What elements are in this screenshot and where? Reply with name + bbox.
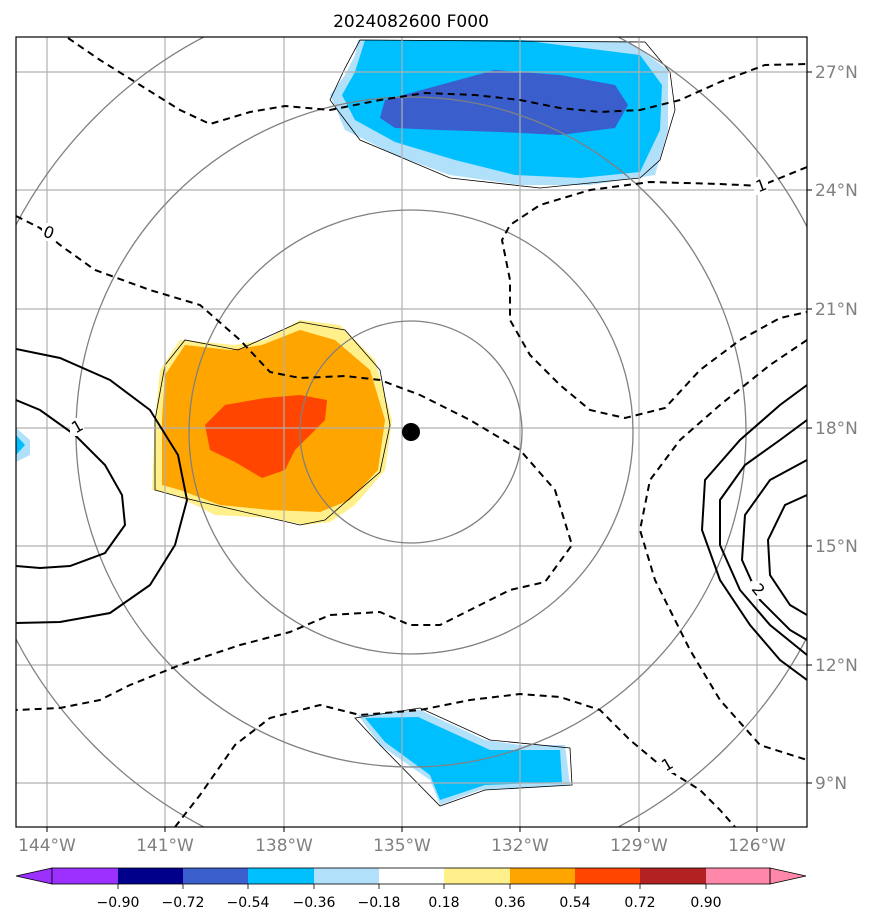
colorbar-bin-0 (52, 868, 118, 884)
colorbar-bin-5 (379, 868, 444, 884)
lat-tick-18n: 18°N (815, 419, 858, 439)
colorbar-bin-7 (510, 868, 575, 884)
lat-tick-27n: 27°N (815, 63, 858, 83)
map-frame (15, 36, 808, 828)
colorbar-bin-9 (640, 868, 706, 884)
colorbar-tick-7: 0.54 (559, 895, 590, 911)
positive-shade-core (205, 395, 327, 478)
lon-tick-labels: 144°W 141°W 138°W 135°W 132°W 129°W 126°… (18, 827, 786, 856)
colorbar-tick-6: 0.36 (494, 895, 525, 911)
solid-contour-east-4 (766, 494, 807, 616)
dashed-contours (16, 37, 807, 827)
lon-tick-129w: 129°W (610, 836, 668, 856)
negative-shade-west-core (16, 435, 25, 455)
range-ring-2 (188, 209, 634, 655)
solid-contour-east-3 (740, 459, 807, 641)
solid-contours (16, 348, 807, 681)
colorbar-bin-8 (575, 868, 640, 884)
colorbar-tick-0: −0.90 (97, 895, 140, 911)
lon-tick-135w: 135°W (373, 836, 431, 856)
solid-contour-west-outer (16, 348, 189, 624)
colorbar-bin-1 (118, 868, 183, 884)
dashed-contour-zero (16, 215, 574, 711)
colorbar-tick-8: 0.72 (624, 895, 655, 911)
colorbar-tick-2: −0.54 (227, 895, 270, 911)
storm-center-marker (402, 423, 420, 441)
colorbar: −0.90 −0.72 −0.54 −0.36 −0.18 0.18 0.36 … (15, 867, 807, 911)
colorbar-extend-high (769, 867, 807, 885)
negative-shade-south-core (365, 717, 562, 800)
dashed-contour-southeast (638, 339, 807, 761)
dashed-contour-south (174, 692, 736, 827)
colorbar-bin-6 (444, 868, 510, 884)
lat-tick-21n: 21°N (815, 300, 858, 320)
lat-tick-labels: 27°N 24°N 21°N 18°N 15°N 12°N 9°N (807, 63, 858, 794)
lat-tick-9n: 9°N (815, 774, 847, 794)
colorbar-extend-low (15, 867, 53, 885)
colorbar-bin-2 (183, 868, 248, 884)
dashed-contour-east (500, 166, 807, 420)
colorbar-tick-3: −0.36 (293, 895, 336, 911)
map-title: 2024082600 F000 (333, 12, 489, 32)
lat-tick-15n: 15°N (815, 537, 858, 557)
shaded-anomaly-layer (16, 40, 668, 805)
colorbar-tick-5: 0.18 (428, 895, 459, 911)
lat-tick-12n: 12°N (815, 656, 858, 676)
gridlines (16, 37, 807, 827)
colorbar-tick-4: −0.18 (358, 895, 401, 911)
colorbar-bin-10 (706, 868, 770, 884)
dashed-contour-north (67, 37, 807, 126)
solid-contour-east-2 (719, 419, 807, 656)
negative-shade-north-core (380, 70, 628, 135)
solid-contour-east-1 (700, 384, 807, 681)
solid-contour-west-inner (16, 399, 127, 570)
contour-labels: 0 1 1 1 2 (41, 175, 769, 775)
range-ring-1 (299, 320, 523, 544)
lat-tick-24n: 24°N (815, 181, 858, 201)
lon-tick-141w: 141°W (136, 836, 194, 856)
colorbar-bin-3 (248, 868, 314, 884)
lon-tick-132w: 132°W (491, 836, 549, 856)
lon-tick-126w: 126°W (728, 836, 786, 856)
colorbar-tick-9: 0.90 (690, 895, 721, 911)
colorbar-tick-1: −0.72 (162, 895, 205, 911)
lon-tick-138w: 138°W (255, 836, 313, 856)
colorbar-bin-4 (314, 868, 379, 884)
lon-tick-144w: 144°W (18, 836, 76, 856)
